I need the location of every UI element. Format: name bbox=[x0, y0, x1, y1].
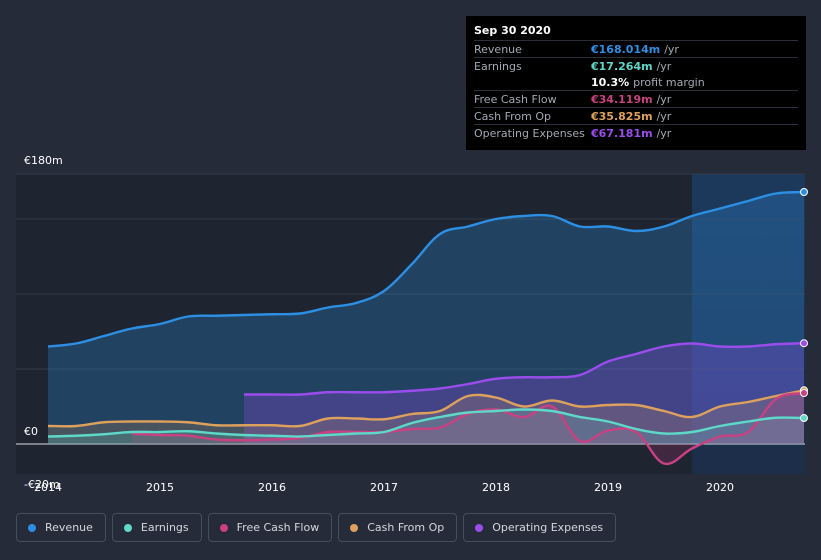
tooltip-value-fcf: €34.119m bbox=[591, 92, 653, 106]
tooltip-value-earnings: €17.264m bbox=[591, 59, 653, 73]
x-tick-label: 2020 bbox=[706, 481, 734, 494]
current-period-highlight bbox=[692, 174, 805, 474]
tooltip-row-margin: 10.3% profit margin bbox=[474, 74, 798, 90]
legend-dot-icon bbox=[475, 523, 484, 532]
legend-item-revenue[interactable]: Revenue bbox=[16, 513, 106, 542]
revenue-end-marker bbox=[800, 188, 808, 196]
tooltip-row-revenue: Revenue €168.014m /yr bbox=[474, 40, 798, 57]
x-tick-label: 2014 bbox=[34, 481, 62, 494]
x-tick-label: 2016 bbox=[258, 481, 286, 494]
earnings-end-marker bbox=[800, 414, 808, 423]
legend-label: Earnings bbox=[140, 521, 189, 534]
x-tick-label: 2015 bbox=[146, 481, 174, 494]
series-lines bbox=[47, 190, 805, 466]
tooltip-unit: /yr bbox=[656, 126, 672, 140]
tooltip-unit: /yr bbox=[656, 59, 672, 73]
tooltip-label: Revenue bbox=[474, 42, 522, 56]
legend-label: Operating Expenses bbox=[492, 521, 604, 534]
revenue-area bbox=[48, 192, 804, 444]
cfo-area bbox=[48, 390, 804, 444]
legend-item-cash-from-op[interactable]: Cash From Op bbox=[338, 513, 458, 542]
y-axis-labels: €180m €0 -€20m bbox=[24, 154, 63, 491]
legend-dot-icon bbox=[219, 523, 228, 532]
y-tick-label: €180m bbox=[24, 154, 63, 167]
fcf-line bbox=[131, 391, 805, 466]
legend-dot-icon bbox=[350, 523, 359, 532]
tooltip-row-fcf: Free Cash Flow €34.119m /yr bbox=[474, 90, 798, 107]
gridlines bbox=[16, 173, 805, 445]
tooltip-panel: Sep 30 2020 Revenue €168.014m /yr Earnin… bbox=[466, 16, 806, 150]
series-end-markers bbox=[800, 188, 808, 423]
tooltip-unit: /yr bbox=[664, 42, 679, 56]
fcf-area bbox=[132, 393, 804, 464]
revenue-line bbox=[47, 190, 805, 348]
x-tick-label: 2017 bbox=[370, 481, 398, 494]
tooltip-label: Cash From Op bbox=[474, 109, 552, 123]
x-tick-label: 2018 bbox=[482, 481, 510, 494]
chart-canvas: €180m €0 -€20m 2014 2015 2016 2017 2018 2019 202… bbox=[16, 154, 808, 494]
tooltip-value-margin: 10.3% bbox=[591, 75, 630, 89]
tooltip-label: Earnings bbox=[474, 59, 522, 73]
tooltip-unit: /yr bbox=[656, 109, 672, 123]
tooltip-label: Operating Expenses bbox=[474, 126, 585, 140]
tooltip-label: Free Cash Flow bbox=[474, 92, 557, 106]
tooltip-value-opex: €67.181m bbox=[591, 126, 653, 140]
earnings-line bbox=[47, 408, 805, 438]
cfo-line bbox=[47, 389, 805, 428]
tooltip-unit: /yr bbox=[656, 92, 672, 106]
fcf-end-marker bbox=[800, 389, 808, 397]
legend-label: Free Cash Flow bbox=[236, 521, 320, 534]
opex-line bbox=[243, 342, 805, 396]
legend-item-earnings[interactable]: Earnings bbox=[111, 513, 202, 542]
tooltip-row-earnings: Earnings €17.264m /yr bbox=[474, 57, 798, 74]
legend-item-operating-expenses[interactable]: Operating Expenses bbox=[463, 513, 617, 542]
y-tick-label: €0 bbox=[24, 425, 38, 438]
tooltip-value-cfo: €35.825m bbox=[591, 109, 653, 123]
legend: Revenue Earnings Free Cash Flow Cash Fro… bbox=[16, 513, 617, 542]
x-axis-labels: 2014 2015 2016 2017 2018 2019 2020 bbox=[34, 481, 734, 494]
x-tick-label: 2019 bbox=[594, 481, 622, 494]
y-tick-label: -€20m bbox=[24, 478, 60, 491]
legend-label: Revenue bbox=[45, 521, 93, 534]
legend-dot-icon bbox=[28, 523, 36, 532]
legend-label: Cash From Op bbox=[367, 521, 445, 534]
tooltip-row-opex: Operating Expenses €67.181m /yr bbox=[474, 124, 798, 141]
opex-end-marker bbox=[800, 339, 808, 348]
legend-dot-icon bbox=[123, 523, 132, 532]
tooltip-value-revenue: €168.014m bbox=[591, 42, 661, 56]
legend-item-free-cash-flow[interactable]: Free Cash Flow bbox=[207, 513, 333, 542]
tooltip-unit: profit margin bbox=[633, 75, 705, 89]
tooltip-date: Sep 30 2020 bbox=[474, 24, 551, 37]
tooltip-row-cfo: Cash From Op €35.825m /yr bbox=[474, 107, 798, 124]
